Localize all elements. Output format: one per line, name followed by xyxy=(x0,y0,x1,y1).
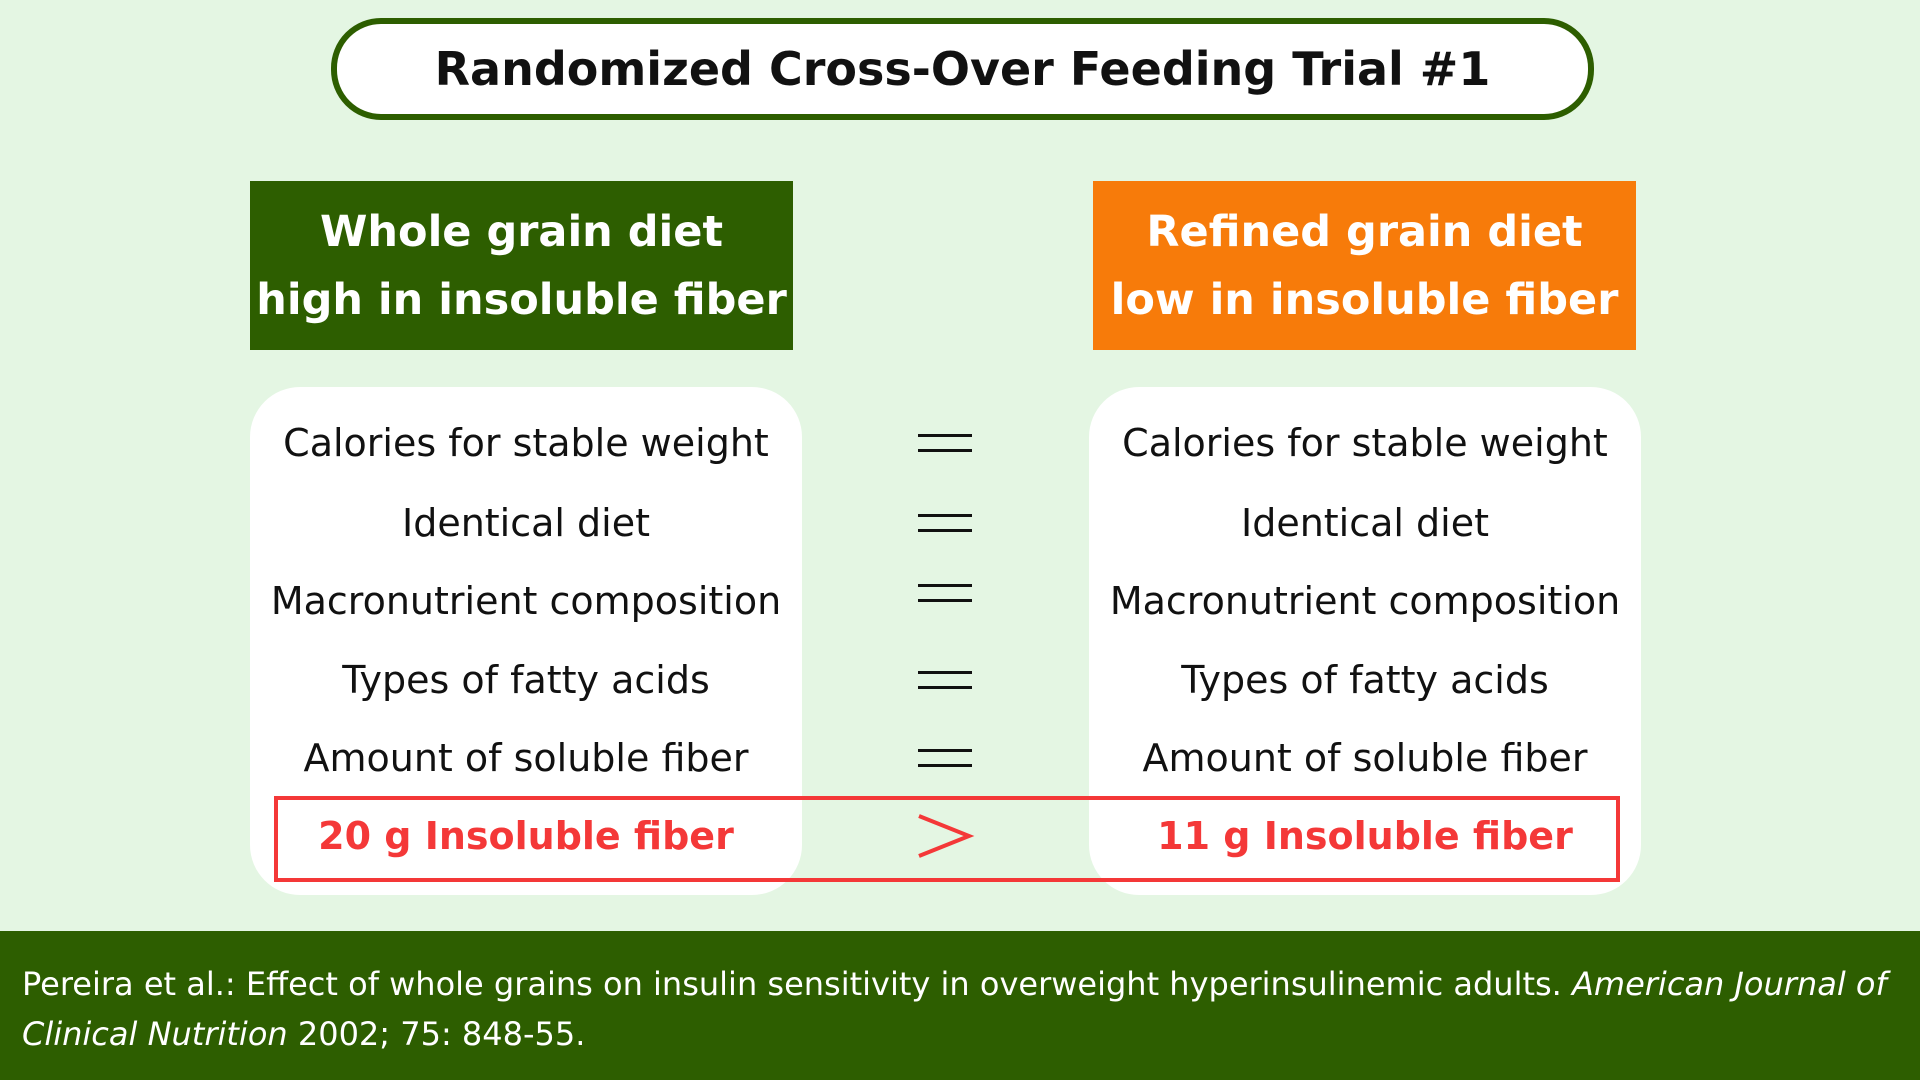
greater-than-sign xyxy=(918,814,975,858)
whole-grain-header-line1: Whole grain diet xyxy=(319,206,724,257)
right-row: Macronutrient composition xyxy=(1109,579,1621,623)
right-row: Calories for stable weight xyxy=(1122,421,1608,465)
left-insoluble-fiber: 20 g Insoluble fiber xyxy=(318,814,734,858)
whole-grain-header-line2: high in insoluble fiber xyxy=(256,274,787,325)
left-row: Macronutrient composition xyxy=(270,579,782,623)
equals-sign xyxy=(918,434,972,452)
right-row: Amount of soluble fiber xyxy=(1142,736,1588,780)
refined-grain-card: Calories for stable weight Identical die… xyxy=(1089,387,1641,895)
whole-grain-card: Calories for stable weight Identical die… xyxy=(250,387,802,895)
left-row: Calories for stable weight xyxy=(283,421,769,465)
left-row: Amount of soluble fiber xyxy=(303,736,749,780)
right-insoluble-fiber: 11 g Insoluble fiber xyxy=(1157,814,1573,858)
left-row: Types of fatty acids xyxy=(342,658,710,702)
refined-grain-header: Refined grain diet low in insoluble fibe… xyxy=(1093,181,1636,350)
equals-sign xyxy=(918,514,972,532)
right-row: Types of fatty acids xyxy=(1181,658,1549,702)
whole-grain-header: Whole grain diet high in insoluble fiber xyxy=(250,181,793,350)
highlight-box xyxy=(274,796,1620,882)
refined-grain-header-line1: Refined grain diet xyxy=(1146,206,1583,257)
right-row: Identical diet xyxy=(1240,501,1490,545)
equals-sign xyxy=(918,584,972,602)
citation-footer: Pereira et al.: Effect of whole grains o… xyxy=(0,931,1920,1080)
equals-sign xyxy=(918,749,972,767)
citation-details: 2002; 75: 848-55. xyxy=(287,1015,586,1053)
page-title: Randomized Cross-Over Feeding Trial #1 xyxy=(331,18,1594,120)
journal-name: American Journal of Clinical Nutrition xyxy=(22,965,1887,1053)
citation-text: Pereira et al.: Effect of whole grains o… xyxy=(22,965,1573,1003)
refined-grain-header-line2: low in insoluble fiber xyxy=(1110,274,1619,325)
left-row: Identical diet xyxy=(401,501,651,545)
equals-sign xyxy=(918,671,972,689)
